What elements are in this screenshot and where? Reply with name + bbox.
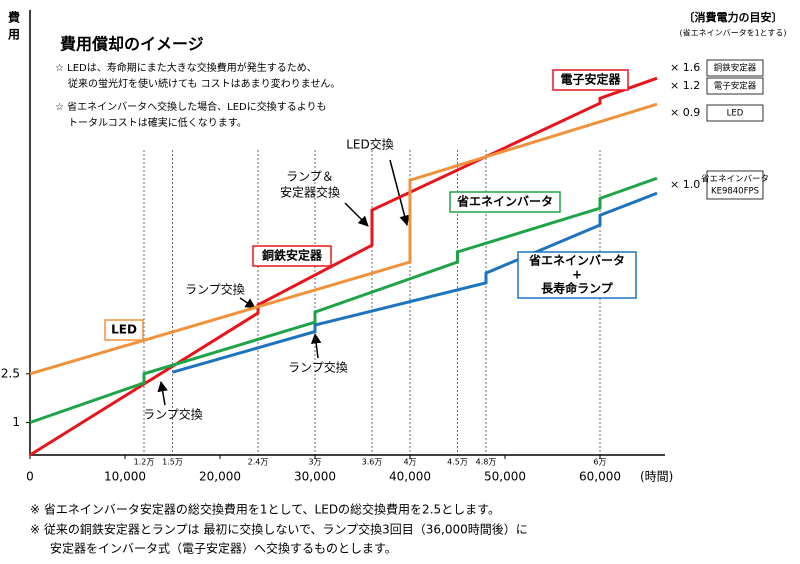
series-label-box [449, 191, 561, 213]
label-line: 安定器交換 [280, 185, 340, 200]
y-tick-label: 1 [12, 415, 20, 429]
x-tick-label: 30,000 [294, 470, 336, 484]
footnote: 安定器をインバータ式（電子安定器）へ交換するものとします。 [50, 541, 397, 556]
x-tick-label: 0 [26, 470, 34, 484]
x-tick-label: 50,000 [484, 470, 526, 484]
ratio-factor: × 1.0 [670, 178, 700, 191]
footnote: ※ 省エネインバータ安定器の総交換費用を1として、LEDの総交換費用を2.5とし… [30, 502, 500, 517]
x-tick-label: 60,000 [579, 470, 621, 484]
label-line: LED交換 [346, 137, 394, 152]
footnote: ※ 従来の銅鉄安定器とランプは 最初に交換しないで、ランプ交換3回目（36,00… [30, 522, 528, 537]
marker-label: 3.6万 [362, 458, 383, 467]
ratio-subtitle: (省エネインバータを1とする) [679, 28, 786, 38]
marker-label: 6万 [593, 458, 606, 467]
ratio-box [706, 59, 764, 77]
marker-label: 2.4万 [248, 458, 269, 467]
series-label-box [517, 251, 637, 299]
label-line: 費 [8, 10, 20, 25]
note: 従来の蛍光灯を使い続けても コストはあまり変わりません。 [68, 77, 340, 90]
marker-label: 4.5万 [447, 458, 468, 467]
x-tick-label: 40,000 [389, 470, 431, 484]
series-line [172, 191, 658, 374]
label-line: 長寿命ランプ [541, 281, 614, 296]
series-label-box [104, 319, 144, 341]
ratio-box [706, 77, 764, 95]
note: ☆ LEDは、寿命期にまた大きな交換費用が発生するため、 [55, 61, 317, 74]
ratio-factor: × 1.2 [670, 79, 700, 92]
label-line: ランプ交換 [288, 360, 348, 375]
x-tick-label: 10,000 [104, 470, 146, 484]
label-line: 用 [7, 28, 20, 42]
marker-label: 1.5万 [162, 458, 183, 467]
series-line [29, 176, 658, 424]
label-line: + [572, 268, 582, 282]
series-line [29, 102, 658, 376]
series-label-box [552, 69, 629, 91]
marker-label: 4.8万 [476, 458, 497, 467]
callout-arrows [157, 159, 410, 406]
note: トータルコストは確実に低くなります。 [68, 116, 247, 129]
y-tick-label: 2.5 [1, 366, 20, 380]
x-axis-label: (時間) [640, 470, 673, 484]
label-line: ランプ＆ [286, 170, 334, 184]
label-line: KE9840FPS [711, 187, 759, 197]
label-line: 省エネインバータ [456, 194, 553, 209]
label-line: 省エネインバータ [528, 253, 625, 268]
marker-label: 1.2万 [134, 458, 155, 467]
label-line: 電子安定器 [560, 72, 621, 87]
series-line [29, 76, 658, 457]
note: ☆ 省エネインバータへ交換した場合、LEDに交換するよりも [55, 100, 327, 113]
marker-label: 3万 [308, 458, 321, 467]
chart-title: 費用償却のイメージ [60, 35, 204, 54]
ratio-box [706, 170, 764, 200]
label-line: LED [111, 323, 137, 337]
label-line: 銅鉄安定器 [714, 63, 757, 74]
ratio-box [706, 104, 764, 122]
marker-label: 4万 [403, 458, 416, 467]
x-tick-label: 20,000 [199, 470, 241, 484]
label-line: LED [727, 109, 744, 119]
ratio-title: 〔消費電力の目安〕 [684, 10, 783, 24]
ratio-factor: × 0.9 [670, 106, 700, 119]
label-line: ランプ交換 [143, 407, 203, 422]
series-label: 銅鉄安定器 [261, 248, 323, 263]
ratio-factor: × 1.6 [670, 61, 700, 74]
series-label-box [252, 245, 332, 267]
label-line: 電子安定器 [714, 81, 757, 92]
label-line: ランプ交換 [185, 282, 245, 297]
label-line: 省エネインバータ [701, 174, 769, 185]
